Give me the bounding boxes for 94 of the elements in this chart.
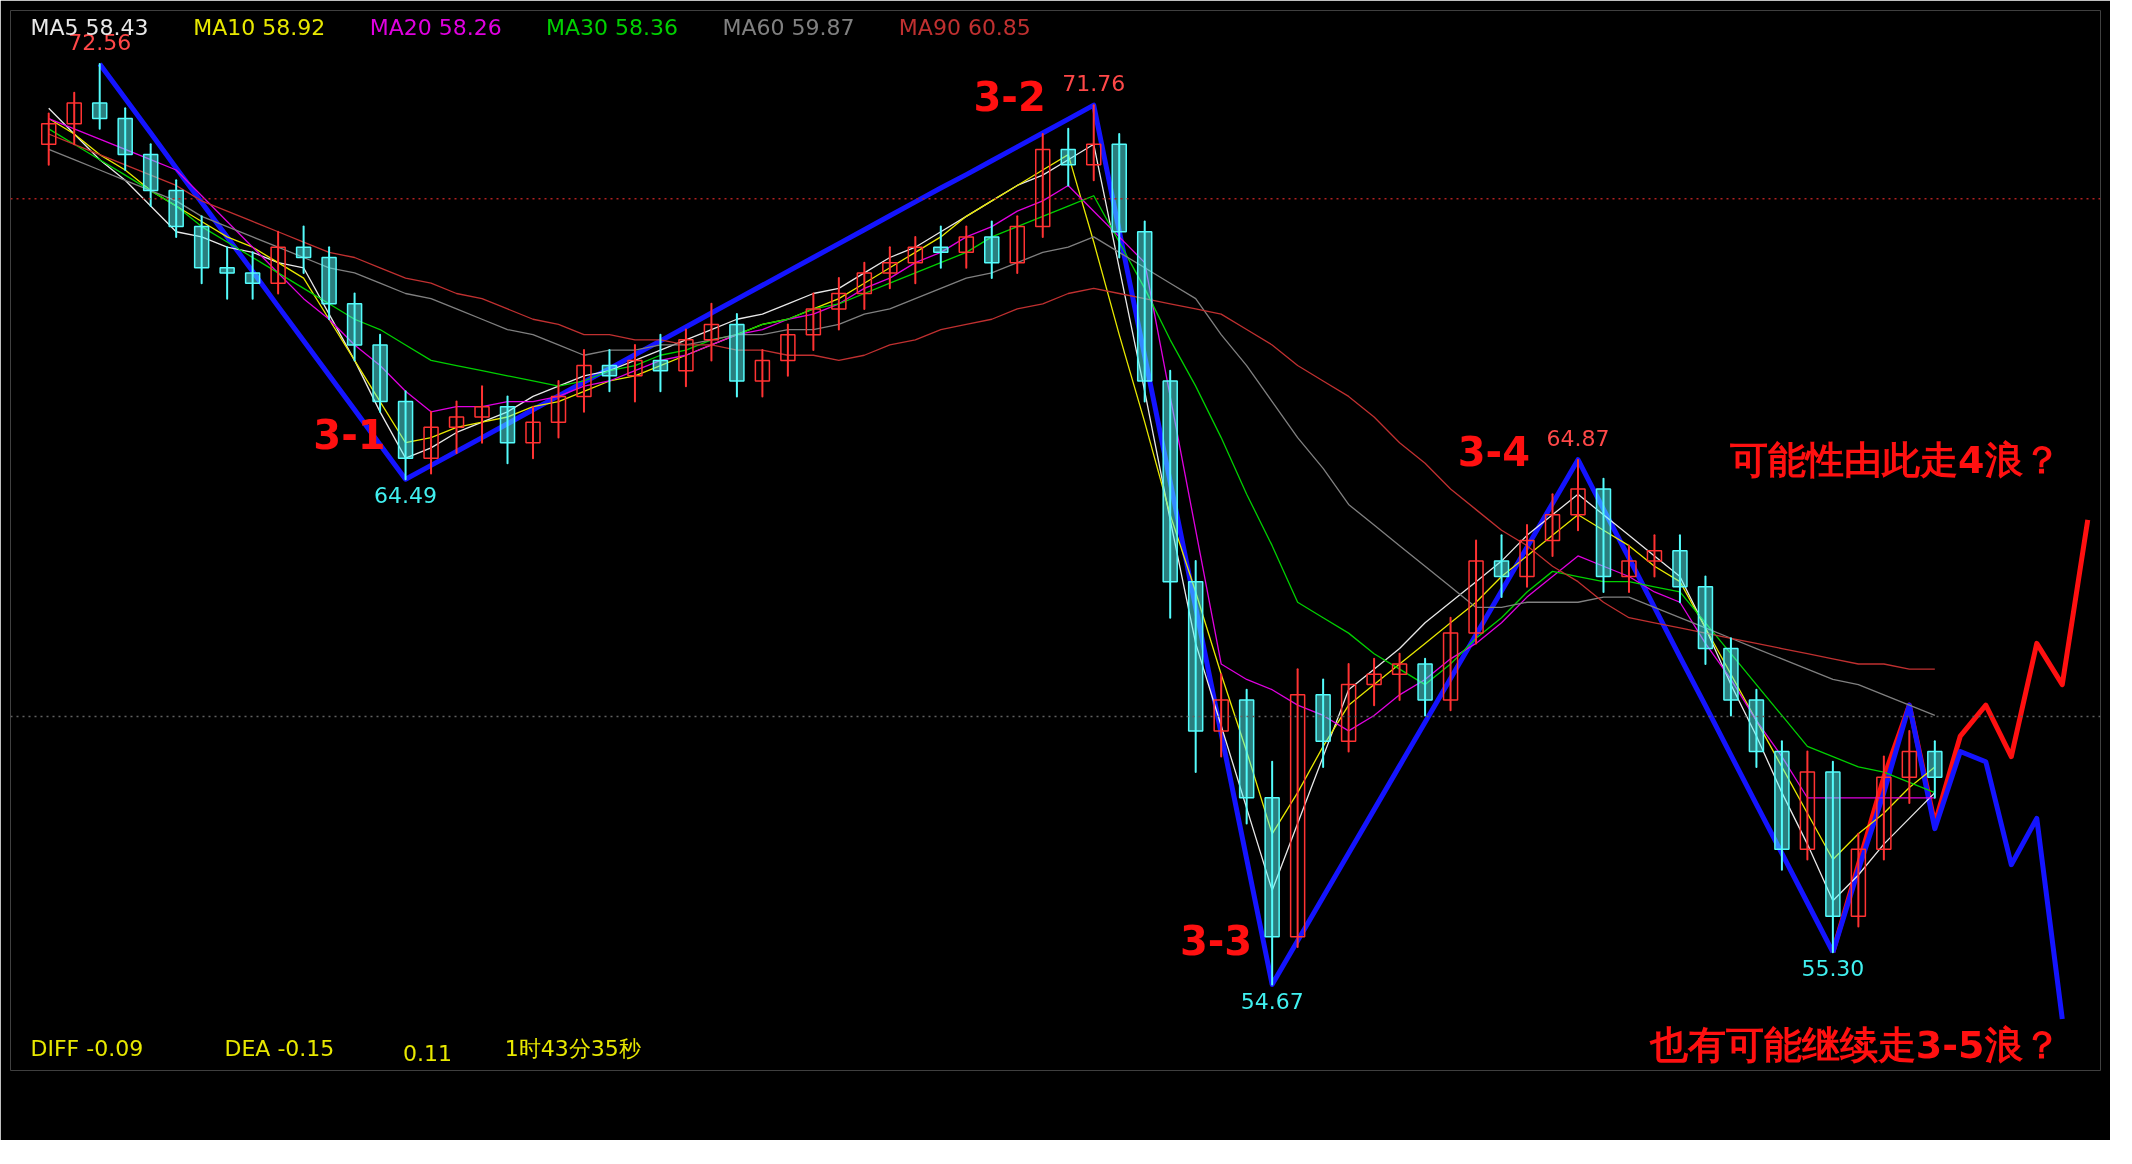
annotation: 3-3	[1179, 917, 1253, 964]
candlestick	[372, 333, 388, 413]
candlestick	[1340, 663, 1357, 753]
candlestick	[1060, 127, 1076, 187]
candlestick	[984, 220, 1000, 280]
data-label: 54.67	[1240, 988, 1304, 1014]
annotation: DEA -0.15	[224, 1035, 335, 1061]
candlestick	[1672, 534, 1688, 604]
candlestick	[40, 112, 57, 166]
candlestick	[423, 410, 439, 475]
candlestick	[525, 405, 541, 460]
candlestick	[1493, 534, 1510, 599]
candlestick	[1085, 104, 1102, 182]
candlestick	[1646, 534, 1663, 578]
candlestick	[627, 343, 643, 403]
candlestick	[1595, 477, 1612, 593]
candlestick	[1162, 369, 1178, 619]
candlestick	[1009, 215, 1026, 274]
candlestick	[1213, 673, 1229, 758]
candlestick	[397, 390, 414, 481]
text: MA10 58.92	[193, 14, 326, 40]
candlestick	[576, 349, 592, 413]
candlestick	[652, 333, 669, 393]
candlestick	[1723, 637, 1739, 717]
candlestick	[1136, 220, 1153, 403]
candlestick	[66, 91, 82, 146]
candlestick	[907, 235, 924, 285]
candlestick	[678, 328, 694, 388]
candlestick	[499, 395, 516, 465]
candlestick	[474, 385, 490, 444]
candlestick	[117, 107, 133, 172]
candlestick	[1315, 678, 1331, 768]
candlestick	[1468, 539, 1484, 645]
candlestick	[91, 63, 108, 130]
candlestick	[448, 400, 465, 455]
candlestick	[1876, 755, 1892, 861]
candlestick	[244, 251, 261, 300]
candlestick	[958, 225, 975, 269]
annotation: 3-4	[1457, 428, 1530, 475]
candlestick	[142, 143, 159, 208]
data-label: 64.49	[374, 483, 438, 509]
candlestick	[1850, 832, 1867, 928]
candlestick	[1442, 616, 1459, 712]
candlestick	[1035, 133, 1051, 238]
candlestick	[1799, 750, 1816, 861]
candlestick	[1901, 729, 1918, 804]
candlestick	[805, 292, 822, 352]
candlestick	[703, 302, 720, 362]
candlestick	[933, 225, 949, 269]
candlestick	[219, 246, 235, 300]
candlestick	[193, 215, 210, 285]
annotation: 也有可能继续走3-5浪？	[1648, 1022, 2061, 1067]
candlestick	[1111, 133, 1127, 259]
candlestick	[882, 246, 898, 290]
candlestick	[856, 261, 873, 310]
candlestick	[1187, 560, 1204, 774]
text: MA60 59.87	[722, 14, 855, 40]
candlestick	[1264, 760, 1280, 986]
candlestick	[321, 246, 337, 321]
candlestick	[1927, 740, 1943, 799]
candlestick	[1774, 740, 1790, 871]
candlestick	[1391, 652, 1408, 702]
candlestick	[1544, 493, 1561, 557]
candlestick	[168, 179, 184, 238]
text: MA30 58.36	[546, 14, 679, 40]
candlestick	[270, 230, 286, 295]
candlestick	[1748, 688, 1765, 768]
text: MA20 58.26	[369, 14, 502, 40]
candlestick	[780, 323, 796, 377]
annotation: 1时43分35秒	[504, 1035, 641, 1061]
candlestick	[754, 349, 771, 398]
candlestick	[550, 379, 567, 439]
candlestick	[295, 225, 312, 274]
annotation: 可能性由此走4浪？	[1730, 438, 2061, 483]
candlestick	[831, 277, 847, 331]
data-label: 55.30	[1801, 956, 1865, 982]
annotation: 0.11	[403, 1040, 453, 1066]
candlestick	[346, 292, 363, 362]
data-label: 64.87	[1546, 425, 1610, 451]
candlestick	[1238, 688, 1255, 825]
candlestick	[1621, 544, 1637, 593]
candlestick	[1289, 668, 1306, 948]
candlestick	[1417, 657, 1433, 717]
candlestick	[1825, 760, 1841, 954]
candlestick	[729, 313, 745, 398]
candlestick	[1519, 524, 1535, 588]
candlestick	[1697, 575, 1714, 665]
text: MA90 60.85	[898, 14, 1031, 40]
candlestick	[601, 349, 618, 393]
annotation: 3-2	[973, 74, 1046, 121]
data-label: 71.76	[1062, 71, 1126, 97]
annotation: DIFF -0.09	[30, 1035, 144, 1061]
candlestick	[1366, 657, 1382, 707]
candlestick	[1570, 458, 1586, 532]
